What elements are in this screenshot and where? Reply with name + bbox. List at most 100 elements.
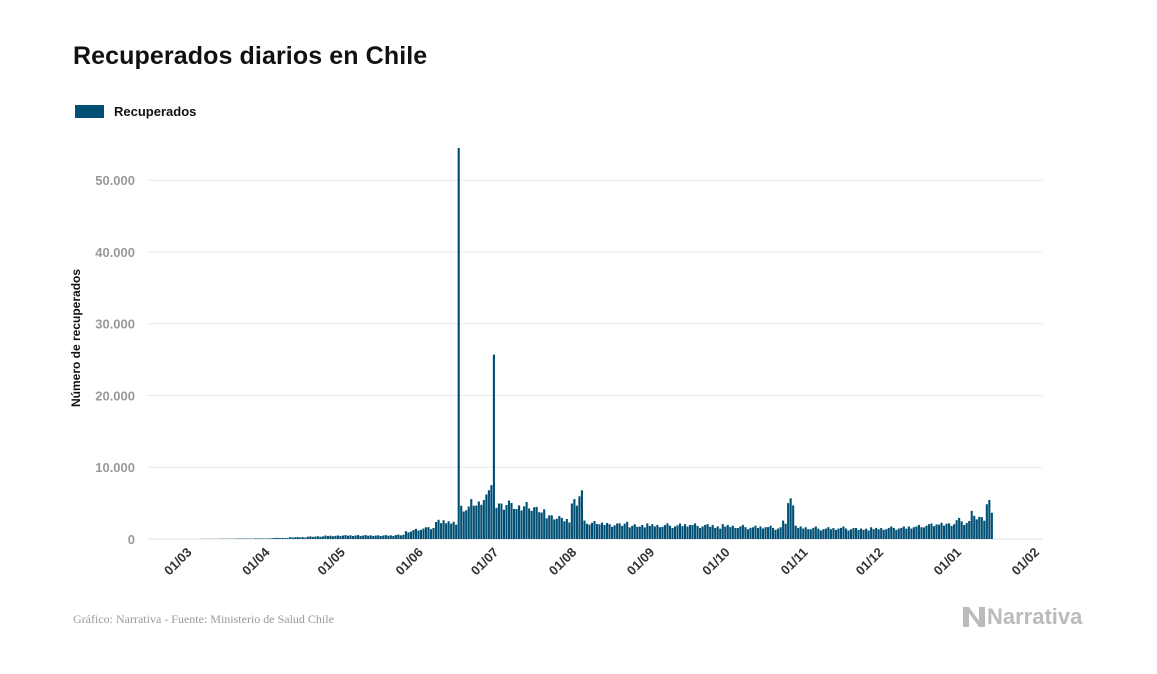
bar (671, 528, 674, 539)
bar (467, 506, 470, 539)
bar (960, 521, 963, 539)
bar (266, 538, 269, 539)
bar (668, 525, 672, 539)
bar (404, 531, 407, 539)
bar (839, 527, 843, 539)
bar (860, 528, 863, 539)
bar (734, 527, 737, 539)
bar (296, 537, 299, 539)
bar (701, 526, 704, 539)
bar (585, 523, 589, 539)
x-tick-label: 01/06 (392, 545, 426, 579)
bar (751, 527, 754, 539)
bar (336, 535, 340, 539)
bar (900, 527, 903, 539)
bar (269, 538, 272, 539)
bar (286, 537, 289, 539)
bar (965, 522, 968, 539)
bar (761, 528, 765, 539)
bar (746, 529, 749, 539)
bar (465, 510, 468, 539)
bar (719, 528, 722, 539)
y-axis-label: Número de recuperados (69, 269, 83, 407)
bar (915, 526, 918, 539)
bar (281, 537, 284, 539)
bar (475, 505, 478, 539)
bar (553, 519, 556, 539)
bar (724, 526, 727, 539)
bar (935, 524, 938, 539)
bar (784, 523, 787, 539)
brand-logo: Narrativa (963, 604, 1082, 630)
bar (973, 515, 976, 539)
bar (495, 507, 498, 539)
bar (907, 526, 910, 539)
bar (487, 490, 490, 539)
bar (829, 529, 832, 539)
bar (364, 535, 367, 539)
y-tick-label: 30.000 (95, 317, 135, 332)
bar (329, 535, 332, 539)
bar (598, 524, 601, 539)
bar (600, 522, 604, 539)
bar (799, 526, 802, 539)
bar (555, 518, 558, 539)
bar (394, 535, 397, 539)
bar (912, 527, 915, 539)
bar (694, 523, 697, 539)
x-tick-label: 01/09 (624, 545, 658, 579)
bar (276, 537, 279, 539)
bar (460, 505, 463, 539)
bar (339, 536, 342, 539)
bar (525, 502, 528, 539)
bar (834, 529, 837, 539)
bar (490, 485, 493, 539)
x-tick-label: 01/08 (546, 545, 580, 579)
bar (789, 498, 792, 539)
x-tick-label: 01/01 (931, 545, 965, 579)
bar (978, 516, 981, 539)
bar (357, 535, 360, 539)
bar (274, 537, 277, 539)
bar (958, 517, 961, 539)
bar (374, 535, 377, 539)
bar (477, 501, 480, 539)
bar (545, 518, 548, 539)
bar (696, 525, 699, 539)
bar (953, 524, 956, 539)
bar (892, 527, 895, 539)
bar (435, 522, 438, 539)
bar (331, 536, 335, 539)
bar (588, 524, 591, 539)
bar (875, 527, 878, 539)
bar (940, 522, 943, 539)
bar (950, 525, 953, 539)
bar (518, 505, 521, 539)
bar (520, 510, 523, 539)
bar (507, 500, 511, 539)
x-tick-label: 01/12 (853, 545, 887, 579)
bar (309, 536, 312, 539)
y-axis-ticks: 0 10.000 20.000 30.000 40.000 50.000 (95, 173, 135, 547)
bar (847, 530, 850, 539)
bar (377, 535, 380, 539)
bar (417, 530, 420, 539)
bar (346, 535, 350, 539)
bar (663, 525, 666, 539)
bar (575, 505, 578, 539)
bar (774, 529, 777, 539)
bar (548, 515, 551, 539)
bar (867, 530, 870, 539)
bar (573, 499, 576, 539)
bar (897, 528, 900, 539)
bar (932, 526, 936, 539)
bar (314, 536, 317, 539)
bar (326, 536, 329, 539)
bar (711, 525, 714, 539)
bar (550, 515, 553, 539)
bar (638, 526, 641, 539)
bar (726, 524, 729, 539)
bar (306, 536, 309, 539)
bar (379, 535, 382, 539)
bar (301, 537, 304, 539)
